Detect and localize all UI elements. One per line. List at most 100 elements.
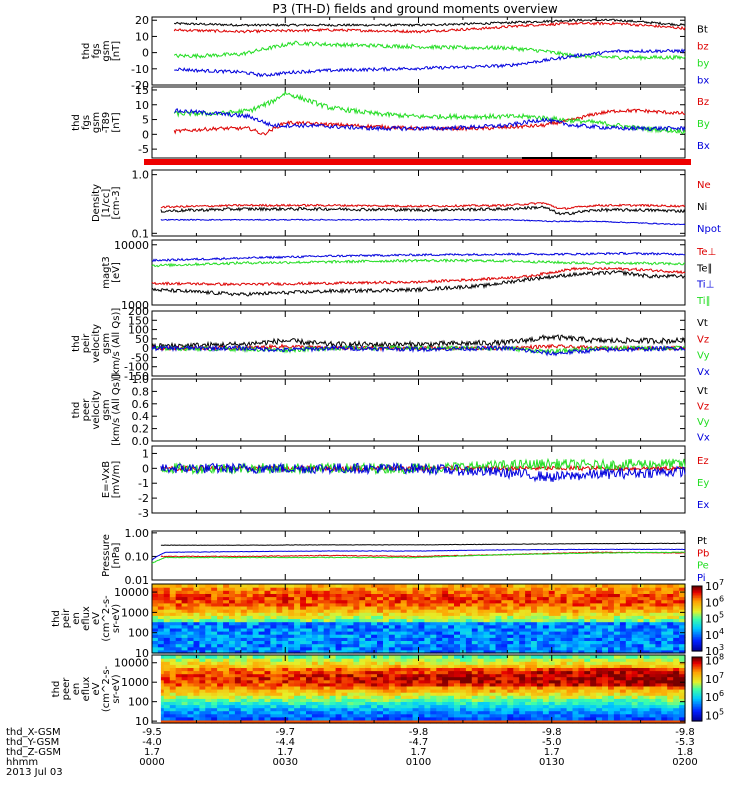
- spectrogram-cell: [160, 673, 165, 678]
- spectrogram-cell: [679, 646, 686, 651]
- spectrogram-cell: [442, 602, 449, 607]
- spectrogram-cell: [596, 685, 603, 690]
- ephemeris-value: -9.8: [675, 727, 695, 738]
- spectrogram-cell: [329, 584, 337, 588]
- spectrogram-cell: [631, 655, 639, 659]
- spectrogram-cell: [234, 618, 242, 623]
- spectrogram-cell: [418, 618, 425, 623]
- spectrogram-cell: [495, 704, 502, 709]
- spectrogram-cell: [341, 713, 348, 718]
- spectrogram-cell: [264, 612, 271, 616]
- spectrogram-cell: [655, 627, 662, 632]
- spectrogram-cell: [394, 643, 402, 648]
- spectrogram-cell: [193, 695, 200, 699]
- spectrogram-cell: [240, 627, 248, 632]
- spectrogram-cell: [631, 606, 639, 610]
- spectrogram-cell: [377, 606, 384, 610]
- spectrogram-cell: [412, 682, 420, 687]
- spectrogram-cell: [258, 701, 266, 706]
- spectrogram-cell: [163, 661, 171, 665]
- spectrogram-cell: [548, 664, 556, 668]
- spectrogram-cell: [205, 599, 212, 604]
- spectrogram-cell: [341, 637, 348, 641]
- ephemeris-value: -5.0: [542, 737, 562, 748]
- spectrogram-cell: [483, 606, 491, 610]
- spectrogram-cell: [329, 606, 337, 610]
- spectrogram-cell: [217, 719, 224, 724]
- spectrogram-cell: [282, 710, 289, 715]
- spectrogram-cell: [424, 627, 431, 632]
- spectrogram-cell: [211, 615, 218, 620]
- spectrogram-cell: [477, 587, 485, 591]
- spectrogram-cell: [625, 704, 633, 709]
- spectrogram-cell: [608, 682, 615, 687]
- spectrogram-cell: [217, 701, 224, 706]
- spectrogram-cell: [199, 612, 206, 616]
- spectrogram-cell: [631, 621, 639, 626]
- spectrogram-cell: [448, 631, 455, 635]
- spectrogram-cell: [163, 624, 171, 629]
- colorbar-segment: [692, 681, 702, 684]
- spectrogram-cell: [169, 670, 177, 675]
- spectrogram-cell: [661, 695, 668, 699]
- spectrogram-cell: [471, 689, 479, 693]
- spectrogram-cell: [157, 612, 165, 616]
- spectrogram-cell: [294, 716, 301, 721]
- spectrogram-cell: [507, 661, 514, 665]
- spectrogram-cell: [234, 698, 242, 702]
- spectrogram-cell: [625, 719, 633, 724]
- spectrogram-cell: [276, 590, 283, 594]
- spectrogram-cell: [477, 667, 485, 672]
- spectrogram-cell: [424, 621, 431, 626]
- ephemeris-value: 0200: [672, 757, 697, 768]
- spectrogram-cell: [317, 710, 325, 715]
- spectrogram-cell: [270, 609, 277, 613]
- spectrogram-cell: [365, 599, 372, 604]
- spectrogram-cell: [371, 716, 378, 721]
- spectrogram-cell: [531, 624, 538, 629]
- spectrogram-cell: [160, 670, 165, 675]
- spectrogram-cell: [412, 685, 420, 690]
- spectrogram-cell: [377, 716, 384, 721]
- spectrogram-cell: [495, 707, 502, 712]
- spectrogram-cell: [163, 685, 171, 690]
- spectrogram-cell: [181, 704, 189, 709]
- spectrogram-cell: [673, 649, 680, 654]
- spectrogram-cell: [471, 679, 479, 684]
- spectrogram-cell: [578, 676, 585, 681]
- spectrogram-cell: [661, 661, 668, 665]
- spectrogram-cell: [223, 716, 230, 721]
- spectrogram-cell: [264, 701, 271, 706]
- spectrogram-cell: [667, 685, 674, 690]
- spectrogram-cell: [258, 590, 266, 594]
- colorbar-label: 10: [705, 655, 719, 668]
- spectrogram-cell: [673, 673, 680, 678]
- spectrogram-cell: [436, 602, 443, 607]
- spectrogram-cell: [152, 612, 159, 616]
- spectrogram-cell: [584, 679, 591, 684]
- spectrogram-cell: [489, 643, 497, 648]
- spectrogram-cell: [465, 587, 473, 591]
- spectrogram-cell: [442, 707, 449, 712]
- spectrogram-cell: [679, 624, 686, 629]
- spectrogram-cell: [252, 701, 260, 706]
- spectrogram-cell: [252, 609, 260, 613]
- spectrogram-cell: [371, 664, 378, 668]
- spectrogram-cell: [276, 646, 283, 651]
- spectrogram-cell: [400, 609, 408, 613]
- spectrogram-cell: [335, 658, 343, 662]
- spectrogram-cell: [495, 621, 502, 626]
- spectrogram-cell: [418, 599, 425, 604]
- y-tick-label: -50: [131, 351, 149, 364]
- y-tick-label: 200: [128, 305, 149, 318]
- colorbar-segment: [692, 602, 702, 605]
- spectrogram-cell: [187, 707, 194, 712]
- spectrogram-cell: [217, 640, 224, 645]
- spectrogram-cell: [631, 634, 639, 638]
- spectrogram-cell: [163, 634, 171, 638]
- spectrogram-cell: [477, 631, 485, 635]
- colorbar-segment: [692, 692, 702, 695]
- spectrogram-cell: [608, 621, 615, 626]
- spectrogram-cell: [193, 640, 200, 645]
- spectrogram-cell: [572, 640, 579, 645]
